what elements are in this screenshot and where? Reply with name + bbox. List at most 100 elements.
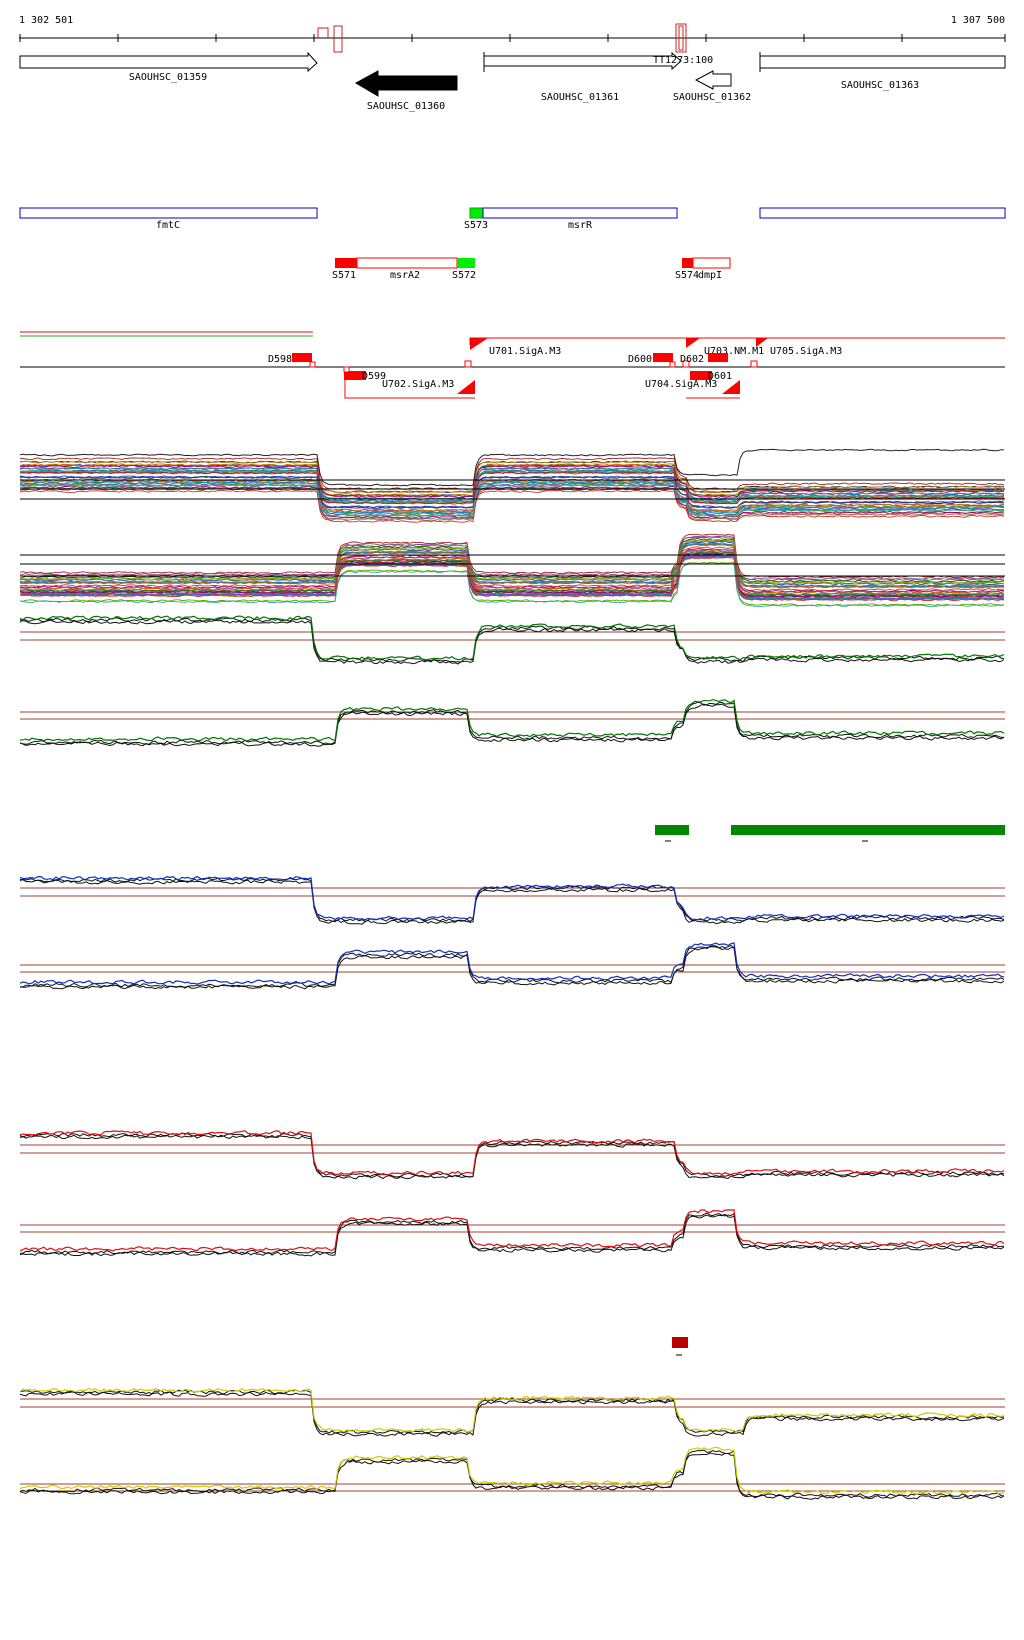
condition-line (19, 1387, 1005, 1433)
replicate-line (19, 1389, 1005, 1435)
feature-u701[interactable] (470, 338, 488, 350)
sample-line (20, 485, 1005, 519)
replicate-line (19, 617, 1005, 663)
label-s574: S574 (675, 270, 699, 281)
sample-line (19, 486, 1005, 520)
gene-arrow-01360[interactable] (354, 70, 458, 97)
condition-line (19, 1446, 1005, 1495)
sample-line (19, 539, 1005, 584)
feature-u704[interactable] (722, 380, 740, 394)
multi-sample-plot-forward (19, 448, 1005, 523)
gene-arrow-01363[interactable] (759, 55, 1006, 69)
sample-line (19, 448, 1005, 487)
transcript-msra2[interactable] (356, 257, 458, 269)
transcript-msrr[interactable] (482, 207, 678, 219)
replicate-line (19, 619, 1005, 665)
gene-label-01359: SAOUHSC_01359 (129, 72, 207, 83)
green-highlight-blocks (655, 825, 1005, 842)
terminator-label: TT1273:100 (653, 55, 713, 66)
feature-u705[interactable] (756, 338, 768, 347)
coordinate-ruler: 1 302 501 1 307 500 (19, 15, 1006, 53)
ruler-end-label: 1 307 500 (951, 15, 1005, 26)
transcript-right[interactable] (759, 207, 1006, 219)
replicate-line (19, 1452, 1005, 1500)
feature-d602[interactable] (708, 353, 728, 362)
sample-line (19, 476, 1005, 509)
multi-sample-plot-reverse (19, 533, 1005, 608)
gene-arrow-01359[interactable] (19, 51, 318, 73)
replicate-line (19, 701, 1005, 745)
transcript-label-msrr: msrR (568, 220, 593, 231)
blue-transcript-track: fmtC S573 msrR (19, 207, 1006, 231)
sample-line (19, 551, 1005, 596)
sample-line (19, 535, 1004, 580)
feature-d598[interactable] (292, 353, 312, 362)
sample-line (19, 465, 1005, 498)
label-s573: S573 (464, 220, 488, 231)
green-segment-1[interactable] (655, 825, 689, 835)
green-condition-tracks (19, 615, 1005, 747)
feature-u702[interactable] (457, 380, 475, 394)
sample-line (19, 483, 1005, 517)
sample-line (19, 475, 1005, 509)
condition-line (19, 698, 1005, 742)
label-s571: S571 (332, 270, 356, 281)
sample-line (20, 548, 1005, 594)
red-condition-tracks (19, 1130, 1005, 1257)
gene-arrow-01361[interactable] (483, 51, 682, 71)
gene-label-01362: SAOUHSC_01362 (673, 92, 751, 103)
replicate-line (19, 946, 1005, 990)
replicate-line (19, 1213, 1005, 1257)
condition-line (19, 1130, 1005, 1176)
replicate-line (19, 1134, 1005, 1180)
green-segment-2[interactable] (731, 825, 1005, 835)
replicate-line (19, 1449, 1005, 1498)
label-u705: U705.SigA.M3 (770, 346, 842, 357)
gene-label-01363: SAOUHSC_01363 (841, 80, 919, 91)
condition-line (19, 875, 1005, 921)
transcript-fmtc[interactable] (19, 207, 318, 219)
feature-track: U701.SigA.M3 U703.NM.M1 U705.SigA.M3 D59… (20, 331, 1005, 399)
sample-line (19, 543, 1005, 588)
condition-line (19, 942, 1005, 985)
sample-line (19, 546, 1005, 592)
gene-label-01361: SAOUHSC_01361 (541, 92, 619, 103)
replicate-line (19, 879, 1005, 925)
sample-line (19, 464, 1005, 498)
tss-s572-marker (457, 258, 475, 268)
gene-label-01360: SAOUHSC_01360 (367, 101, 445, 112)
transcript-dmpi[interactable] (692, 257, 731, 269)
tss-s573-marker (469, 207, 484, 219)
sample-line (19, 471, 1005, 505)
replicate-line (19, 877, 1005, 923)
dark-red-segment[interactable] (672, 1337, 688, 1348)
condition-line (19, 1209, 1005, 1252)
sample-line (19, 457, 1005, 491)
sample-line (19, 489, 1005, 523)
label-s572: S572 (452, 270, 476, 281)
label-u701: U701.SigA.M3 (489, 346, 561, 357)
sample-line (19, 460, 1004, 494)
tss-s574-marker (682, 258, 693, 268)
feature-u703[interactable] (686, 338, 700, 348)
sample-line (19, 556, 1005, 602)
feature-d601[interactable] (690, 371, 712, 380)
feature-d600[interactable] (653, 353, 673, 362)
blue-condition-tracks (19, 875, 1005, 990)
feature-d599[interactable] (344, 371, 366, 380)
condition-line (19, 615, 1005, 661)
replicate-line (19, 1132, 1005, 1178)
label-d599: D599 (362, 371, 386, 382)
dark-red-highlight-block (672, 1337, 688, 1356)
label-u704: U704.SigA.M3 (645, 379, 717, 390)
label-dmpi: dmpI (698, 270, 722, 281)
tss-s571-marker (335, 258, 357, 268)
gene-arrow-01362[interactable] (694, 70, 732, 90)
sample-line (19, 562, 1005, 608)
label-u703: U703.NM.M1 (704, 346, 764, 357)
ruler-red-mark-1 (317, 25, 343, 53)
red-transcript-track: S571 msrA2 S572 S574 dmpI (332, 257, 731, 281)
sample-line (19, 482, 1005, 515)
sample-line (19, 469, 1005, 502)
